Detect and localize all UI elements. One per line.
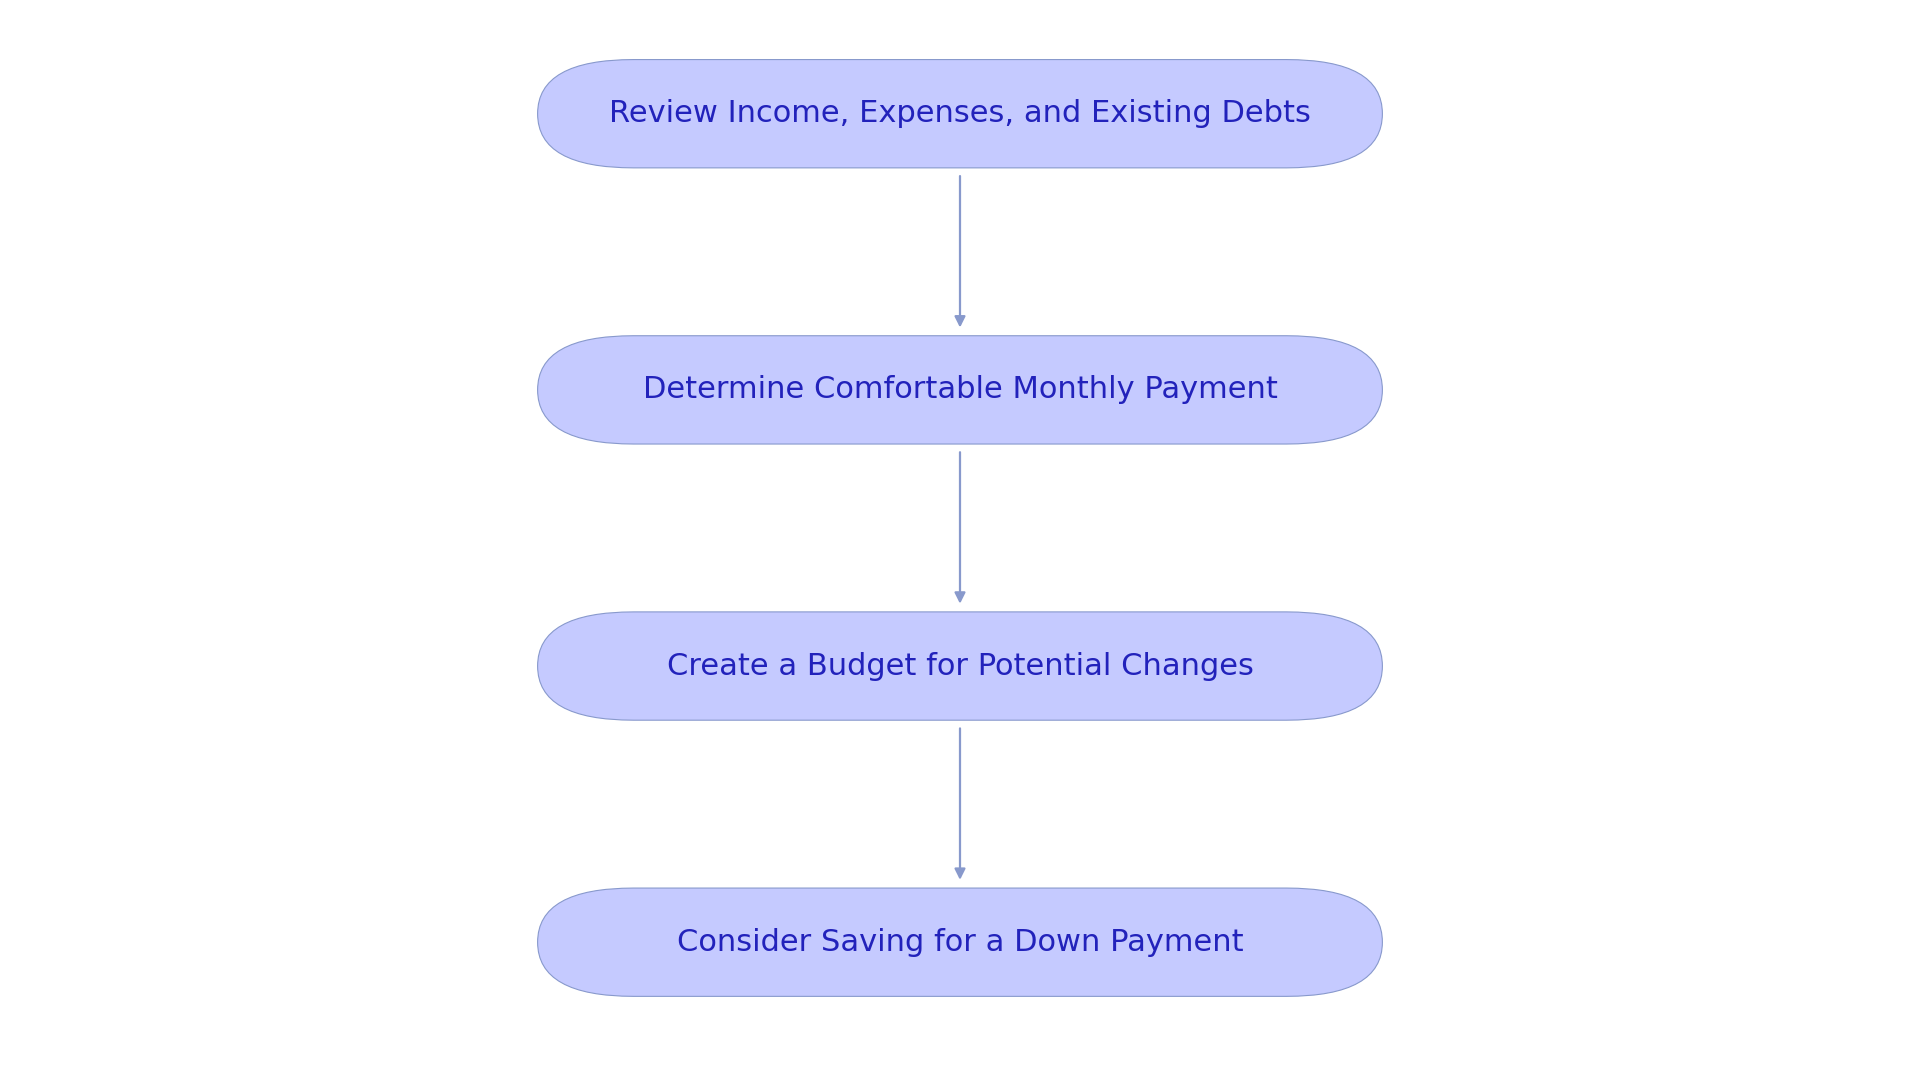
FancyBboxPatch shape xyxy=(538,60,1382,168)
Text: Review Income, Expenses, and Existing Debts: Review Income, Expenses, and Existing De… xyxy=(609,100,1311,128)
Text: Consider Saving for a Down Payment: Consider Saving for a Down Payment xyxy=(676,928,1244,956)
Text: Determine Comfortable Monthly Payment: Determine Comfortable Monthly Payment xyxy=(643,376,1277,404)
FancyBboxPatch shape xyxy=(538,612,1382,720)
FancyBboxPatch shape xyxy=(538,888,1382,996)
FancyBboxPatch shape xyxy=(538,336,1382,444)
Text: Create a Budget for Potential Changes: Create a Budget for Potential Changes xyxy=(666,652,1254,680)
